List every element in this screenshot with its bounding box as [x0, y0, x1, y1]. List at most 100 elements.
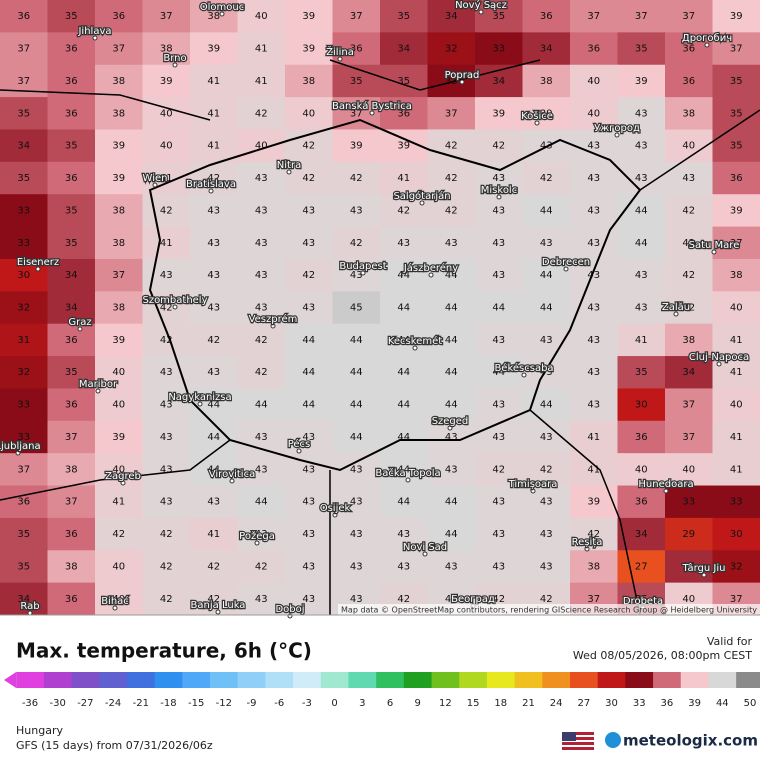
legend-swatch: [99, 672, 127, 688]
legend-swatch: [625, 672, 653, 688]
temp-value: 38: [112, 76, 125, 87]
temp-value: 43: [445, 561, 458, 572]
temp-value: 40: [682, 464, 695, 475]
temp-value: 41: [730, 367, 743, 378]
temp-value: 37: [682, 400, 695, 411]
temp-value: 33: [17, 238, 30, 249]
temp-value: 35: [17, 108, 30, 119]
city-label: Београд: [451, 594, 495, 605]
temp-value: 44: [350, 367, 363, 378]
temp-value: 35: [730, 108, 743, 119]
temp-value: 43: [207, 205, 220, 216]
temp-value: 41: [207, 108, 220, 119]
temp-value: 41: [207, 76, 220, 87]
temp-value: 44: [540, 205, 553, 216]
temp-value: 38: [65, 464, 78, 475]
temp-value: 41: [635, 335, 648, 346]
temp-value: 40: [682, 594, 695, 605]
city-label: Graz: [68, 317, 91, 328]
city-label: Bihać: [101, 595, 129, 607]
model-run: GFS (15 days) from 07/31/2026/06z: [16, 739, 213, 752]
temp-value: 43: [255, 238, 268, 249]
temp-value: 40: [302, 108, 315, 119]
temp-value: 44: [255, 400, 268, 411]
city-label: Wien: [143, 173, 168, 184]
city-label: Miskolc: [481, 185, 517, 196]
temp-value: 33: [492, 44, 505, 55]
temp-value: 42: [160, 529, 173, 540]
city-label: Jihlava: [77, 26, 111, 37]
legend-tick-label: -6: [274, 698, 284, 709]
temp-value: 42: [540, 173, 553, 184]
legend-tick-label: -27: [77, 698, 93, 709]
temp-value: 43: [160, 432, 173, 443]
city-label: Nagykanizsa: [168, 392, 231, 403]
temp-value: 43: [540, 561, 553, 572]
temp-value: 43: [207, 238, 220, 249]
temp-value: 33: [730, 497, 743, 508]
legend-tick-label: -12: [216, 698, 232, 709]
legend-swatch: [265, 672, 293, 688]
temp-value: 44: [492, 303, 505, 314]
temp-value: 43: [350, 497, 363, 508]
temp-value: 43: [350, 205, 363, 216]
temp-value: 31: [17, 335, 30, 346]
temp-value: 43: [255, 594, 268, 605]
legend-swatch: [681, 672, 709, 688]
temp-value: 36: [17, 497, 30, 508]
temp-value: 45: [350, 303, 363, 314]
temp-value: 43: [492, 173, 505, 184]
temp-value: 37: [635, 11, 648, 22]
temp-value: 39: [730, 205, 743, 216]
city-label: Ужгород: [594, 123, 640, 134]
legend-swatch: [16, 672, 44, 688]
temp-value: 42: [160, 594, 173, 605]
temp-value: 39: [730, 11, 743, 22]
temp-value: 39: [635, 76, 648, 87]
temp-value: 41: [255, 76, 268, 87]
temp-value: 42: [302, 141, 315, 152]
temp-value: 43: [635, 173, 648, 184]
temp-value: 37: [65, 497, 78, 508]
temp-value: 43: [587, 400, 600, 411]
legend-tick-label: -24: [105, 698, 121, 709]
city-label: Reșița: [572, 537, 603, 548]
temp-value: 43: [207, 303, 220, 314]
temp-value: 44: [540, 303, 553, 314]
temp-value: 43: [302, 303, 315, 314]
temp-value: 42: [397, 594, 410, 605]
temp-value: 43: [350, 464, 363, 475]
temp-value: 40: [112, 561, 125, 572]
legend-tick-label: 0: [331, 698, 337, 709]
temp-value: 43: [492, 432, 505, 443]
legend-swatch: [155, 672, 183, 688]
legend-swatch: [598, 672, 626, 688]
temp-value: 43: [255, 173, 268, 184]
legend-swatch: [459, 672, 487, 688]
city-label: Zagreb: [105, 471, 141, 482]
temp-value: 43: [540, 238, 553, 249]
temp-value: 41: [587, 432, 600, 443]
temp-value: 43: [350, 594, 363, 605]
temp-value: 34: [445, 11, 458, 22]
brand[interactable]: meteologix.com: [623, 732, 758, 750]
temp-value: 42: [492, 464, 505, 475]
city-label: Košice: [521, 110, 553, 122]
legend-tick-label: 50: [744, 698, 757, 709]
city-label: Békéscsaba: [494, 362, 553, 374]
temp-value: 39: [207, 44, 220, 55]
legend-swatch: [210, 672, 238, 688]
temp-value: 39: [492, 108, 505, 119]
legend-tick-label: 39: [688, 698, 701, 709]
temp-value: 36: [65, 173, 78, 184]
temp-value: 35: [730, 141, 743, 152]
city-label: Nitra: [277, 160, 301, 171]
temp-value: 27: [635, 561, 648, 572]
city-label: Nový Sącz: [455, 0, 507, 11]
temp-value: 43: [587, 335, 600, 346]
temp-value: 39: [160, 76, 173, 87]
city-label: Budapest: [339, 261, 386, 272]
temp-value: 42: [160, 561, 173, 572]
temp-value: 43: [540, 497, 553, 508]
temp-value: 41: [587, 464, 600, 475]
